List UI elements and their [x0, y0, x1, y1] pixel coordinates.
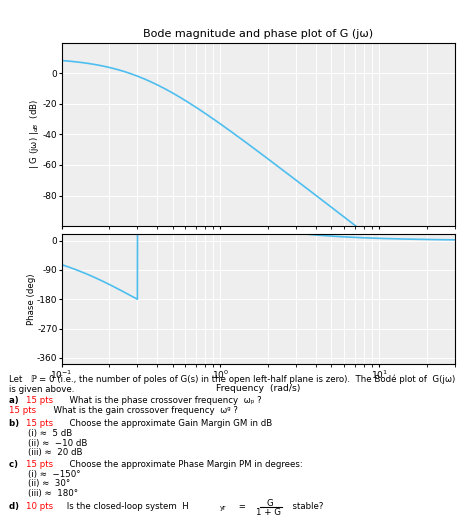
- Text: c): c): [9, 460, 21, 469]
- Text: a): a): [9, 396, 22, 405]
- Text: = 0 (i.e., the number of poles of G(s) in the open left-half plane is zero).  Th: = 0 (i.e., the number of poles of G(s) i…: [39, 375, 455, 384]
- Text: is given above.: is given above.: [9, 385, 75, 394]
- Text: (i) ≈  5 dB: (i) ≈ 5 dB: [28, 429, 73, 438]
- Text: Is the closed-loop system  H: Is the closed-loop system H: [64, 502, 189, 511]
- Text: Choose the approximate Phase Margin PM in degrees:: Choose the approximate Phase Margin PM i…: [64, 460, 303, 469]
- Y-axis label: Phase (deg): Phase (deg): [27, 273, 36, 325]
- Text: (iii) ≈  20 dB: (iii) ≈ 20 dB: [28, 448, 83, 458]
- Text: (ii) ≈  30°: (ii) ≈ 30°: [28, 479, 71, 488]
- Text: G: G: [266, 498, 273, 508]
- Text: 15 pts: 15 pts: [26, 460, 53, 469]
- Text: Let: Let: [9, 375, 26, 384]
- Text: b): b): [9, 419, 23, 428]
- Text: ℙ: ℙ: [30, 375, 36, 384]
- Text: 15 pts: 15 pts: [26, 419, 53, 428]
- Text: 10 pts: 10 pts: [26, 502, 53, 511]
- Text: 15 pts: 15 pts: [9, 406, 36, 415]
- Title: Bode magnitude and phase plot of G (jω): Bode magnitude and phase plot of G (jω): [143, 29, 374, 39]
- Y-axis label: | G (jω) |$_{dB}$  (dB): | G (jω) |$_{dB}$ (dB): [28, 99, 41, 169]
- Text: (ii) ≈  −10 dB: (ii) ≈ −10 dB: [28, 439, 88, 448]
- Text: =: =: [236, 502, 246, 511]
- Text: 1 + G: 1 + G: [256, 509, 281, 518]
- Text: What is the phase crossover frequency  ωₚ ?: What is the phase crossover frequency ωₚ…: [64, 396, 262, 405]
- X-axis label: Frequency  (rad/s): Frequency (rad/s): [216, 384, 301, 393]
- Text: (i) ≈  −150°: (i) ≈ −150°: [28, 470, 81, 478]
- Text: Choose the approximate Gain Margin GM in dB: Choose the approximate Gain Margin GM in…: [64, 419, 272, 428]
- Text: d): d): [9, 502, 22, 511]
- Text: yr: yr: [219, 505, 226, 511]
- Text: stable?: stable?: [287, 502, 323, 511]
- Text: What is the gain crossover frequency  ωᵍ ?: What is the gain crossover frequency ωᵍ …: [48, 406, 238, 415]
- Text: (iii) ≈  180°: (iii) ≈ 180°: [28, 489, 79, 498]
- Text: 15 pts: 15 pts: [26, 396, 53, 405]
